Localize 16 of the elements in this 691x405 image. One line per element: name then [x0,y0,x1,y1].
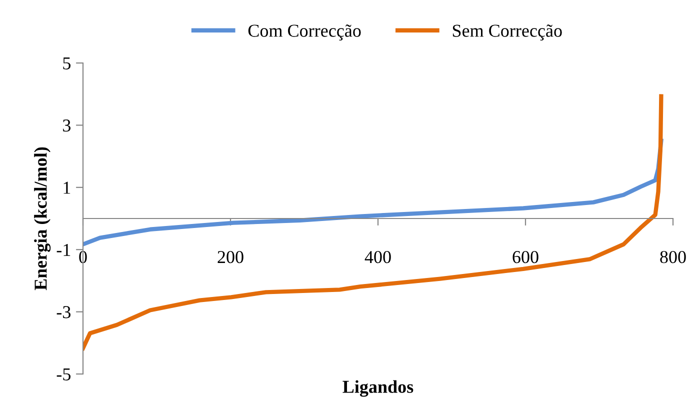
y-tick-label: -5 [56,368,70,380]
x-tick-label: 800 [660,250,686,264]
x-tick-label: 400 [364,250,391,264]
line-series [83,138,664,246]
y-tick-label: -3 [56,306,70,318]
x-tick-label: 200 [218,250,244,264]
y-tick-label: 5 [63,57,70,70]
y-tick-label: -1 [56,244,70,256]
legend-label: Sem Correcção [452,24,562,41]
x-tick-label: 600 [512,250,538,264]
legend-label: Com Correcção [248,24,361,41]
x-tick-label: 0 [79,250,87,264]
x-axis-title: Ligandos [342,380,414,397]
y-tick-label: 3 [63,120,70,132]
y-tick-label: 1 [64,182,70,194]
y-axis-title: Energia (kcal/mol) [34,147,51,290]
